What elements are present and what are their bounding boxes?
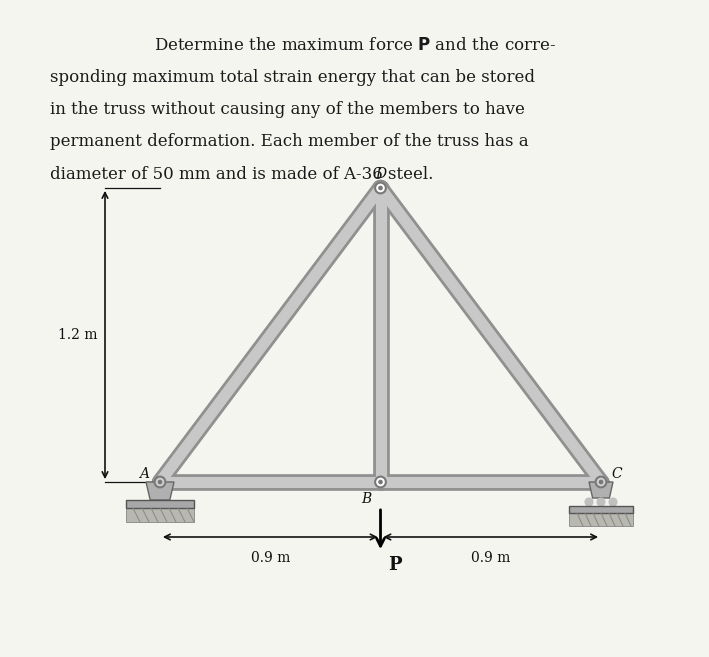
Text: 0.9 m: 0.9 m	[250, 551, 290, 565]
Text: 0.9 m: 0.9 m	[471, 551, 510, 565]
Bar	[569, 506, 633, 513]
Bar	[126, 500, 194, 508]
Text: D: D	[375, 167, 386, 181]
Circle shape	[597, 498, 605, 506]
Circle shape	[158, 480, 162, 484]
Text: permanent deformation. Each member of the truss has a: permanent deformation. Each member of th…	[50, 133, 528, 150]
Circle shape	[375, 183, 386, 193]
Text: Determine the maximum force $\mathbf{P}$ and the corre-: Determine the maximum force $\mathbf{P}$…	[154, 37, 555, 54]
Circle shape	[155, 477, 165, 487]
Text: in the truss without causing any of the members to have: in the truss without causing any of the …	[50, 101, 525, 118]
Text: C: C	[612, 467, 623, 481]
Circle shape	[379, 480, 382, 484]
Text: A: A	[139, 467, 149, 481]
Circle shape	[599, 480, 603, 484]
Circle shape	[609, 498, 617, 506]
Polygon shape	[146, 482, 174, 500]
Circle shape	[379, 187, 382, 190]
Text: P: P	[389, 556, 402, 574]
Bar	[569, 513, 633, 526]
Polygon shape	[589, 482, 613, 498]
Circle shape	[596, 476, 606, 487]
Text: 1.2 m: 1.2 m	[57, 328, 97, 342]
Circle shape	[155, 476, 165, 487]
Circle shape	[375, 476, 386, 487]
Circle shape	[597, 478, 605, 486]
Text: sponding maximum total strain energy that can be stored: sponding maximum total strain energy tha…	[50, 69, 535, 86]
Bar	[126, 508, 194, 522]
Text: B: B	[362, 492, 372, 506]
Text: diameter of 50 mm and is made of A-36 steel.: diameter of 50 mm and is made of A-36 st…	[50, 166, 433, 183]
Circle shape	[585, 498, 593, 506]
